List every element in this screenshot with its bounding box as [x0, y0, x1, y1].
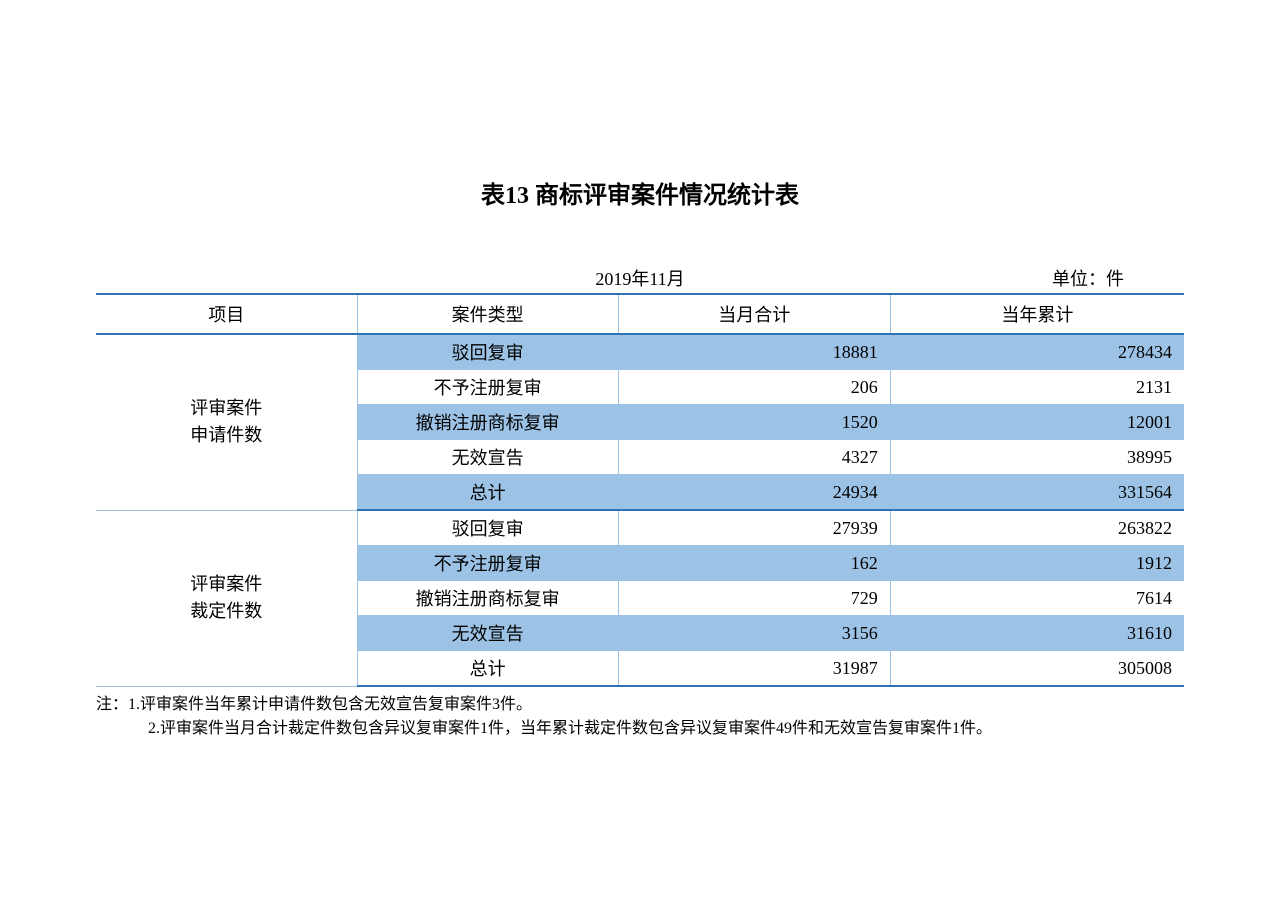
cell-year: 1912 [890, 546, 1184, 581]
cell-year: 7614 [890, 581, 1184, 616]
row-group-header: 评审案件 裁定件数 [96, 510, 357, 686]
cell-month: 24934 [618, 475, 890, 511]
cell-year: 12001 [890, 405, 1184, 440]
cell-month: 18881 [618, 334, 890, 370]
cell-type: 不予注册复审 [357, 546, 618, 581]
table-header-row: 项目 案件类型 当月合计 当年累计 [96, 294, 1184, 334]
footnote: 注：1.评审案件当年累计申请件数包含无效宣告复审案件3件。 2.评审案件当月合计… [96, 693, 1184, 741]
cell-type: 驳回复审 [357, 510, 618, 546]
table-group: 评审案件 申请件数 驳回复审 18881 278434 不予注册复审 206 2… [96, 334, 1184, 510]
col-header: 当年累计 [890, 294, 1184, 334]
col-header: 项目 [96, 294, 357, 334]
cell-type: 不予注册复审 [357, 370, 618, 405]
cell-type: 无效宣告 [357, 616, 618, 651]
cell-type: 驳回复审 [357, 334, 618, 370]
col-header: 当月合计 [618, 294, 890, 334]
cell-month: 3156 [618, 616, 890, 651]
footnote-line: 注：1.评审案件当年累计申请件数包含无效宣告复审案件3件。 [96, 693, 1184, 717]
document-page: 表13 商标评审案件情况统计表 2019年11月 单位：件 项目 案件类型 当月… [0, 0, 1280, 904]
cell-month: 729 [618, 581, 890, 616]
cell-year: 31610 [890, 616, 1184, 651]
table-group: 评审案件 裁定件数 驳回复审 27939 263822 不予注册复审 162 1… [96, 510, 1184, 686]
meta-unit: 单位：件 [1052, 265, 1124, 291]
table-row: 评审案件 裁定件数 驳回复审 27939 263822 [96, 510, 1184, 546]
cell-year: 38995 [890, 440, 1184, 475]
table-title: 表13 商标评审案件情况统计表 [96, 175, 1184, 210]
stats-table: 项目 案件类型 当月合计 当年累计 评审案件 申请件数 驳回复审 18881 2… [96, 293, 1184, 687]
cell-month: 31987 [618, 651, 890, 687]
cell-type: 撤销注册商标复审 [357, 405, 618, 440]
meta-date: 2019年11月 [595, 265, 684, 291]
cell-year: 278434 [890, 334, 1184, 370]
cell-year: 263822 [890, 510, 1184, 546]
cell-month: 1520 [618, 405, 890, 440]
cell-year: 305008 [890, 651, 1184, 687]
cell-year: 331564 [890, 475, 1184, 511]
footnote-line: 2.评审案件当月合计裁定件数包含异议复审案件1件，当年累计裁定件数包含异议复审案… [96, 717, 1184, 741]
cell-type: 无效宣告 [357, 440, 618, 475]
table-row: 评审案件 申请件数 驳回复审 18881 278434 [96, 334, 1184, 370]
cell-type: 总计 [357, 651, 618, 687]
row-group-header: 评审案件 申请件数 [96, 334, 357, 510]
cell-type: 总计 [357, 475, 618, 511]
cell-month: 27939 [618, 510, 890, 546]
meta-row: 2019年11月 单位：件 [96, 265, 1184, 289]
cell-month: 162 [618, 546, 890, 581]
cell-month: 206 [618, 370, 890, 405]
cell-type: 撤销注册商标复审 [357, 581, 618, 616]
cell-year: 2131 [890, 370, 1184, 405]
col-header: 案件类型 [357, 294, 618, 334]
cell-month: 4327 [618, 440, 890, 475]
